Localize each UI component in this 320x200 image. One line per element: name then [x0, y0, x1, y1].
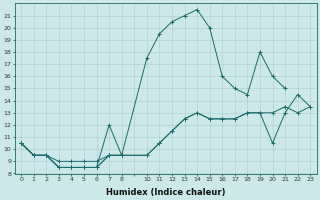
X-axis label: Humidex (Indice chaleur): Humidex (Indice chaleur)	[106, 188, 225, 197]
